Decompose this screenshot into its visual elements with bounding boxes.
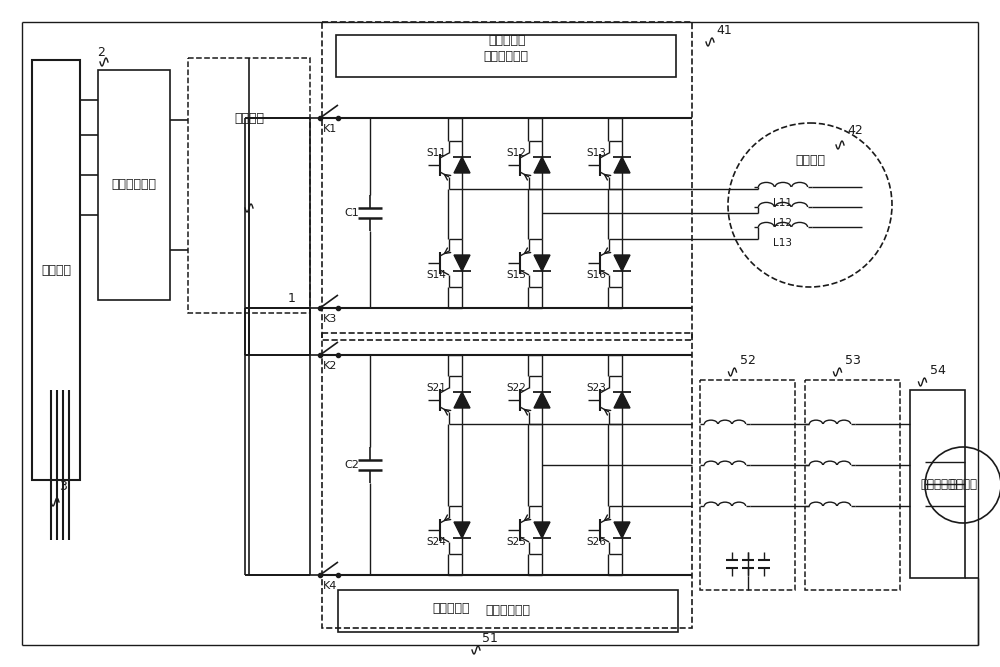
Text: 充电控制模块: 充电控制模块 — [486, 604, 530, 618]
Text: 51: 51 — [482, 632, 498, 644]
Text: 电机控制模块: 电机控制模块 — [484, 49, 528, 63]
Text: 三相电机: 三相电机 — [795, 153, 825, 167]
Bar — [336, 35, 676, 77]
Text: S16: S16 — [586, 270, 606, 280]
Polygon shape — [534, 522, 550, 538]
Polygon shape — [454, 157, 470, 173]
Polygon shape — [454, 255, 470, 271]
Text: 52: 52 — [740, 354, 755, 366]
Text: K4: K4 — [323, 581, 337, 591]
Polygon shape — [614, 255, 630, 271]
Bar — [188, 58, 310, 313]
Bar — [805, 380, 900, 590]
Bar — [322, 22, 692, 340]
Polygon shape — [614, 157, 630, 173]
Text: S22: S22 — [506, 383, 526, 393]
Text: 电机控制器: 电机控制器 — [488, 33, 526, 47]
Polygon shape — [454, 392, 470, 408]
Text: 41: 41 — [716, 23, 732, 37]
Text: S11: S11 — [426, 148, 446, 158]
Text: L13: L13 — [774, 238, 792, 248]
Text: 3: 3 — [59, 480, 67, 494]
Text: 54: 54 — [930, 364, 945, 376]
Text: C1: C1 — [345, 208, 359, 218]
Text: L12: L12 — [774, 218, 792, 228]
Polygon shape — [534, 392, 550, 408]
Bar — [322, 333, 692, 628]
Text: 控制系统: 控制系统 — [41, 263, 71, 277]
Text: L11: L11 — [774, 198, 792, 208]
Bar — [910, 390, 965, 578]
Bar — [700, 380, 795, 590]
Text: S15: S15 — [506, 270, 526, 280]
Text: S12: S12 — [506, 148, 526, 158]
Text: S21: S21 — [426, 383, 446, 393]
Bar — [98, 70, 170, 300]
Text: 1: 1 — [288, 291, 296, 305]
Polygon shape — [534, 255, 550, 271]
Text: S24: S24 — [426, 537, 446, 547]
Text: 53: 53 — [845, 354, 860, 366]
Text: 42: 42 — [847, 123, 863, 137]
Text: 三相电网: 三相电网 — [949, 478, 977, 492]
Text: S25: S25 — [506, 537, 526, 547]
Text: 电池管理系统: 电池管理系统 — [112, 179, 156, 191]
Text: S14: S14 — [426, 270, 446, 280]
Polygon shape — [454, 522, 470, 538]
Polygon shape — [614, 522, 630, 538]
Text: 充放电插座: 充放电插座 — [920, 478, 955, 490]
Polygon shape — [614, 392, 630, 408]
Text: 动力电池: 动力电池 — [234, 111, 264, 125]
Text: K2: K2 — [323, 361, 337, 371]
Bar — [32, 60, 80, 480]
Text: C2: C2 — [345, 460, 359, 470]
Text: S13: S13 — [586, 148, 606, 158]
Text: S26: S26 — [586, 537, 606, 547]
Text: K3: K3 — [323, 314, 337, 324]
Text: 2: 2 — [97, 45, 105, 59]
Text: K1: K1 — [323, 124, 337, 134]
Text: 三相整流器: 三相整流器 — [433, 602, 470, 614]
Bar — [338, 590, 678, 632]
Text: S23: S23 — [586, 383, 606, 393]
Polygon shape — [534, 157, 550, 173]
